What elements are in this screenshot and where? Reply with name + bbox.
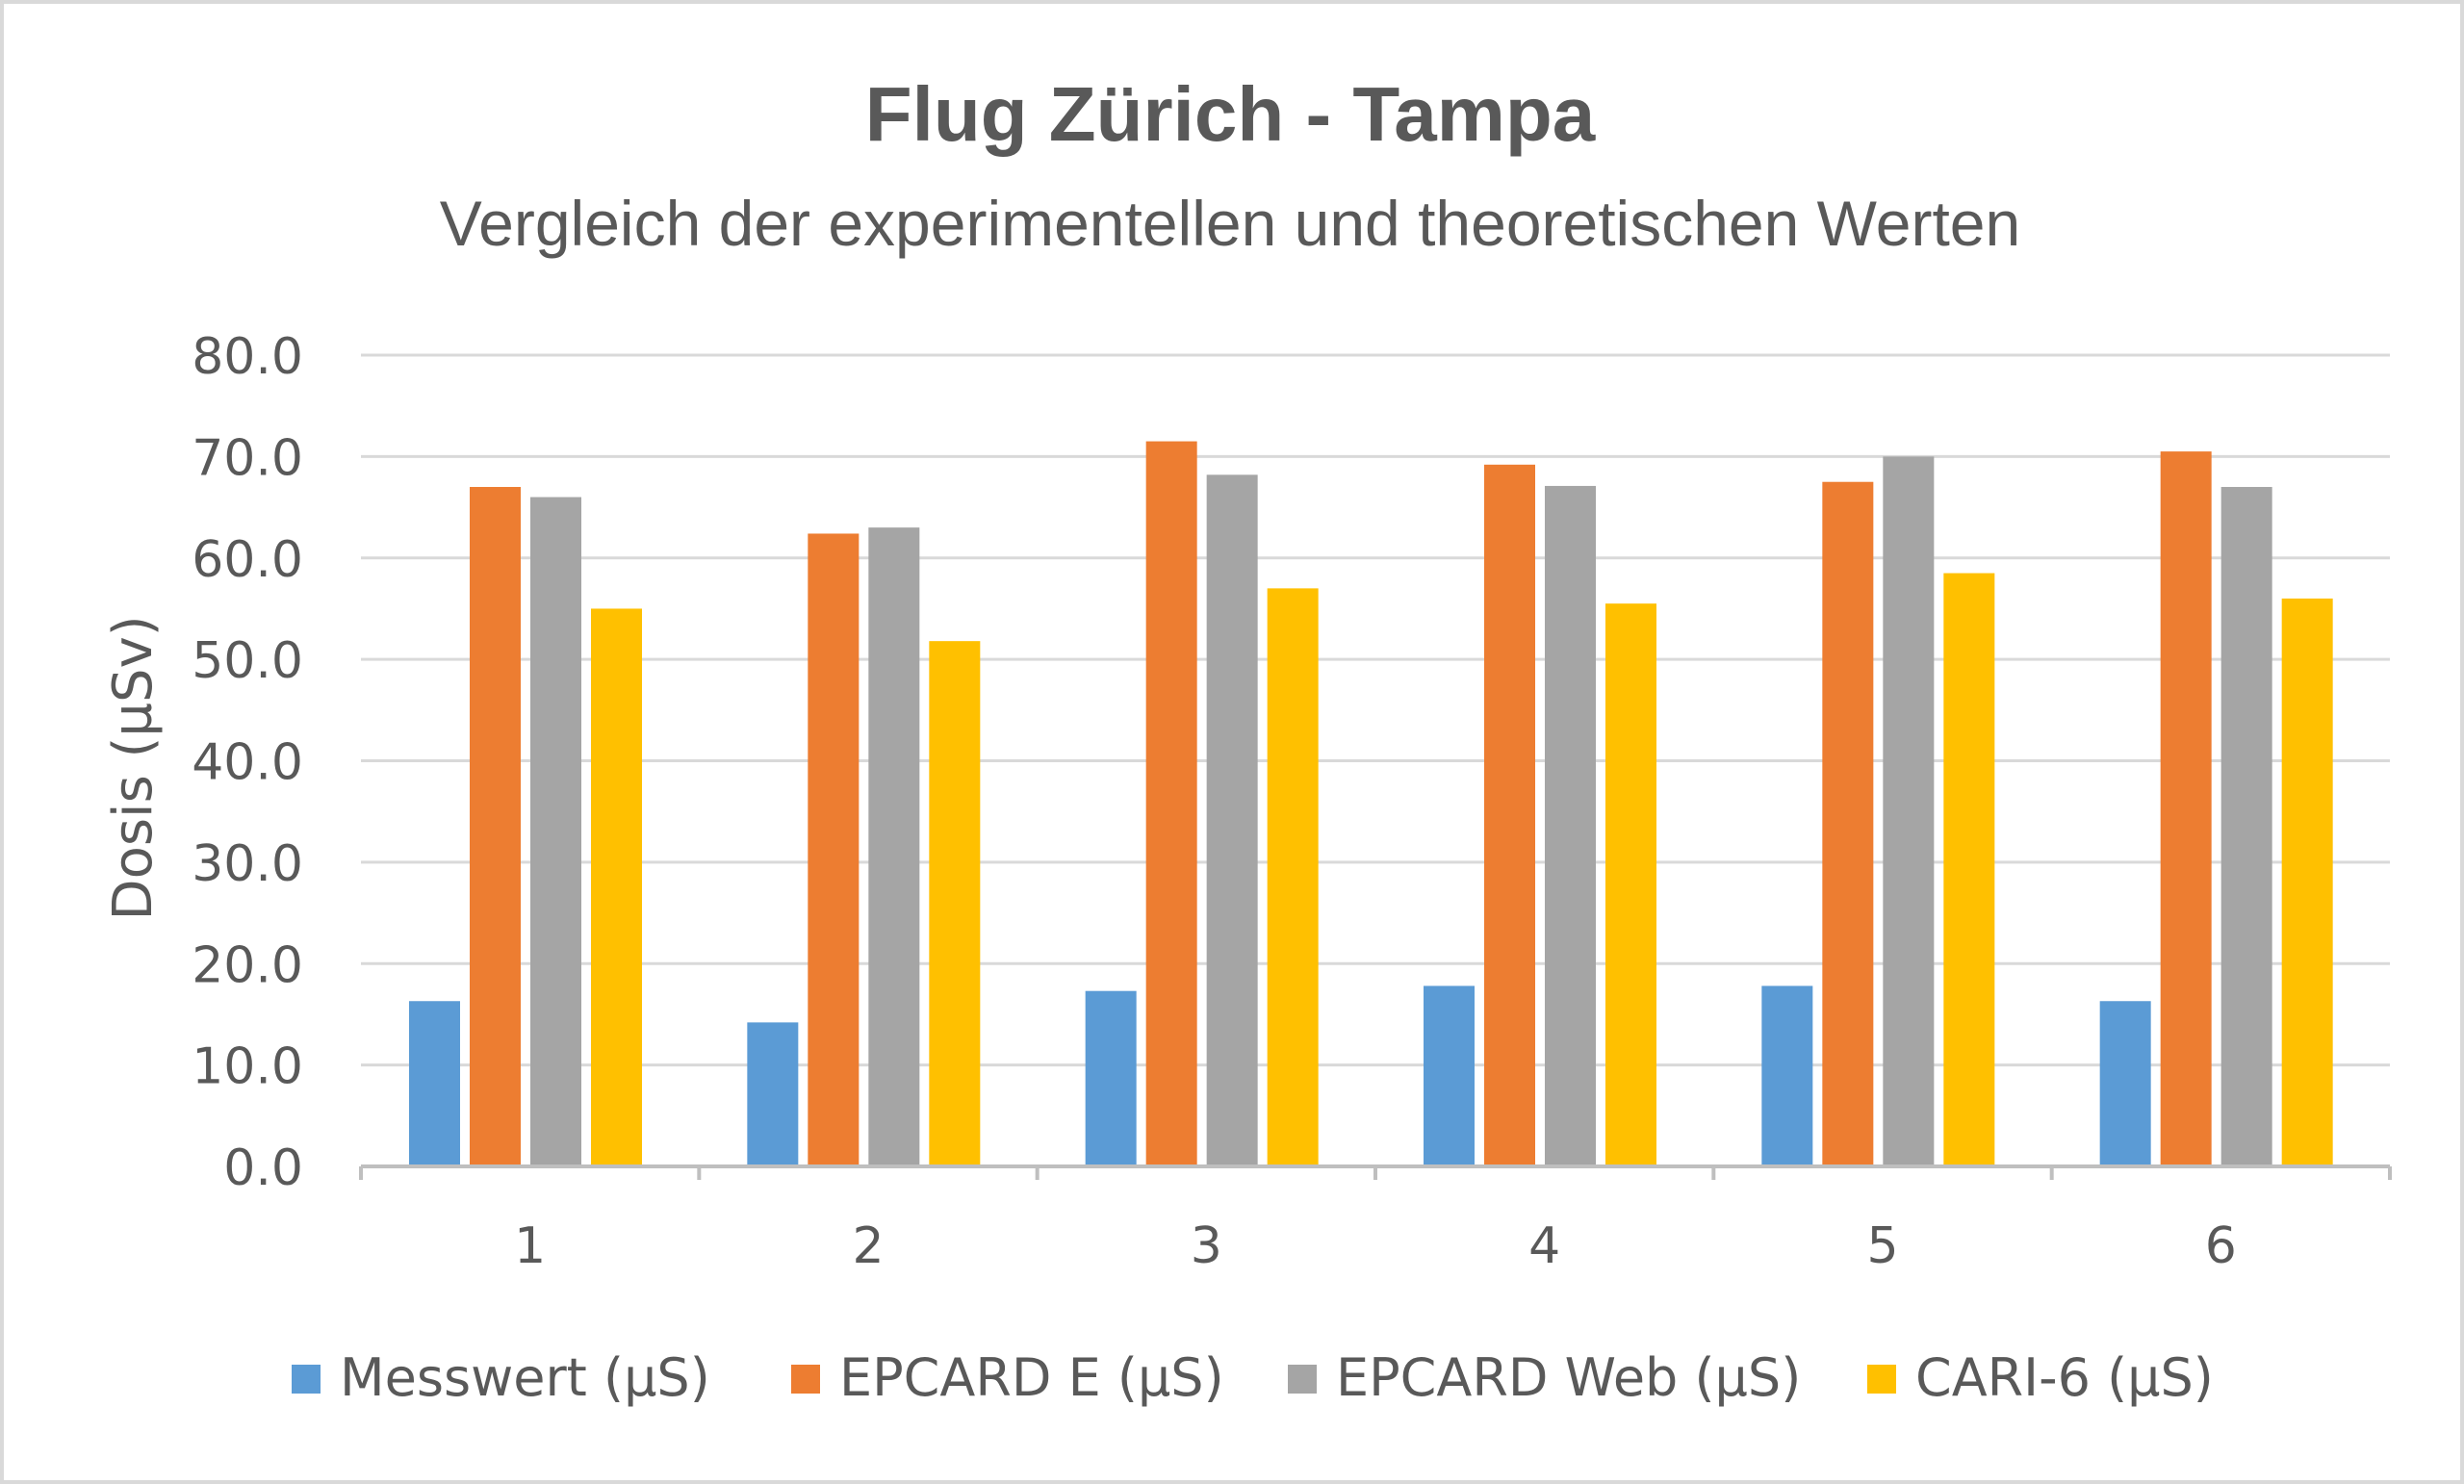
bar xyxy=(1883,456,1935,1166)
bar xyxy=(1145,441,1197,1167)
x-tick-label: 2 xyxy=(852,1217,884,1275)
y-tick-label: 0.0 xyxy=(223,1139,303,1197)
bar xyxy=(1545,485,1596,1167)
bar xyxy=(1761,985,1813,1166)
bar xyxy=(1605,603,1656,1166)
y-tick-label: 70.0 xyxy=(192,429,303,487)
bar xyxy=(1267,588,1319,1166)
y-tick-label: 20.0 xyxy=(192,936,303,994)
bar xyxy=(929,641,981,1166)
bar xyxy=(1206,474,1258,1166)
y-tick-label: 30.0 xyxy=(192,835,303,893)
x-tick-label: 4 xyxy=(1528,1217,1560,1275)
bar xyxy=(591,608,642,1166)
y-tick-label: 50.0 xyxy=(192,632,303,690)
x-tick-label: 5 xyxy=(1866,1217,1898,1275)
bar xyxy=(530,497,581,1166)
y-tick-label: 80.0 xyxy=(192,328,303,386)
legend-label: CARI-6 (µS) xyxy=(1915,1347,2214,1408)
bar xyxy=(1484,464,1535,1166)
bar xyxy=(808,533,860,1166)
bar xyxy=(1943,573,1995,1166)
legend-swatch xyxy=(292,1365,321,1394)
y-tick-label: 60.0 xyxy=(192,531,303,589)
y-axis-ticks: 0.0 10.0 20.0 30.0 40.0 50.0 60.0 70.0 80.0 xyxy=(192,328,303,1197)
bar xyxy=(868,527,920,1166)
legend-swatch xyxy=(1867,1365,1896,1394)
legend-label: Messwert (µS) xyxy=(340,1347,710,1408)
bar xyxy=(1822,481,1874,1166)
bar xyxy=(1085,990,1137,1166)
x-tick-label: 1 xyxy=(514,1217,546,1275)
legend-label: EPCARD E (µS) xyxy=(839,1347,1224,1408)
legend: Messwert (µS) EPCARD E (µS) EPCARD Web (µS… xyxy=(292,1347,2214,1408)
x-tick-label: 3 xyxy=(1191,1217,1222,1275)
legend-swatch xyxy=(1288,1365,1317,1394)
bar xyxy=(409,1001,460,1166)
bars xyxy=(409,441,2333,1167)
y-tick-label: 10.0 xyxy=(192,1038,303,1096)
bar xyxy=(747,1022,799,1166)
legend-swatch xyxy=(791,1365,820,1394)
bar xyxy=(2160,451,2212,1166)
bar xyxy=(470,486,521,1166)
chart-subtitle: Vergleich der experimentellen und theore… xyxy=(440,188,2020,259)
bar xyxy=(1424,985,1475,1166)
y-tick-label: 40.0 xyxy=(192,734,303,792)
bar xyxy=(2281,598,2333,1166)
bar xyxy=(2220,486,2272,1166)
y-axis-label: Dosis (µSv) xyxy=(102,615,165,920)
legend-label: EPCARD Web (µS) xyxy=(1336,1347,1801,1408)
chart-title: Flug Zürich - Tampa xyxy=(865,71,1596,157)
bar xyxy=(2099,1001,2151,1166)
x-axis-ticks: 1 2 3 4 5 6 xyxy=(359,1164,2392,1275)
grid-lines xyxy=(361,353,2390,1067)
x-tick-label: 6 xyxy=(2205,1217,2237,1275)
